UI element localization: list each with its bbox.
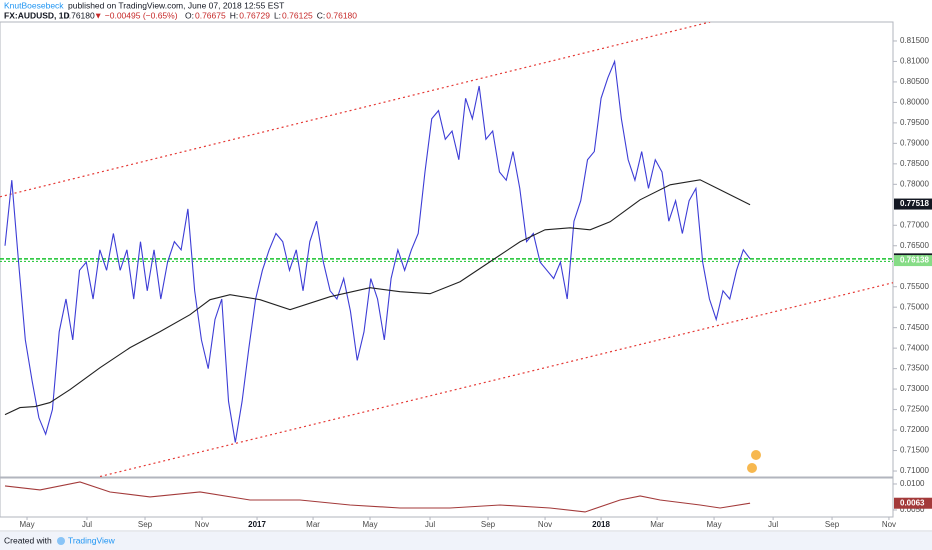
x-tick-label: Sep bbox=[825, 520, 840, 529]
y-tick-label: 0.81500 bbox=[900, 36, 929, 45]
x-tick-label: 2017 bbox=[248, 520, 266, 529]
y-tick-label: 0.81000 bbox=[900, 57, 929, 66]
x-tick-label: Nov bbox=[195, 520, 209, 529]
y-tick-label: 0.74000 bbox=[900, 343, 929, 352]
price-label: 0.0063 bbox=[900, 498, 925, 507]
y-tick-label: 0.72000 bbox=[900, 425, 929, 434]
x-tick-label: Jul bbox=[82, 520, 92, 529]
x-tick-label: May bbox=[362, 520, 377, 529]
x-tick-label: Jul bbox=[425, 520, 435, 529]
ohlc-label: O: bbox=[185, 10, 194, 20]
y-tick-label: 0.0100 bbox=[900, 479, 925, 488]
y-tick-label: 0.80000 bbox=[900, 98, 929, 107]
footer-created: Created with bbox=[4, 535, 52, 545]
y-tick-label: 0.75500 bbox=[900, 282, 929, 291]
price-label-bg bbox=[894, 255, 932, 267]
x-tick-label: 2018 bbox=[592, 520, 610, 529]
footer-brand[interactable]: TradingView bbox=[68, 535, 116, 545]
trendline bbox=[0, 22, 711, 198]
x-tick-label: Mar bbox=[306, 520, 320, 529]
y-tick-label: 0.72500 bbox=[900, 405, 929, 414]
event-icon[interactable] bbox=[751, 450, 761, 460]
ohlc-value: 0.76180 bbox=[326, 10, 357, 20]
price-label-bg bbox=[894, 198, 932, 210]
y-tick-label: 0.79500 bbox=[900, 118, 929, 127]
ohlc-label: H: bbox=[230, 10, 239, 20]
ohlc: O: 0.76675 H: 0.76729 L: 0.76125 C: 0.76180 bbox=[185, 10, 357, 20]
ohlc-value: 0.76125 bbox=[282, 10, 313, 20]
symbol: FX:AUDUSD, 1D bbox=[4, 10, 70, 20]
y-tick-label: 0.78000 bbox=[900, 179, 929, 188]
x-tick-label: Jul bbox=[768, 520, 778, 529]
lower-pane bbox=[0, 477, 894, 518]
x-tick-label: Sep bbox=[138, 520, 153, 529]
y-tick-label: 0.73500 bbox=[900, 364, 929, 373]
x-tick-label: May bbox=[706, 520, 721, 529]
y-tick-label: 0.79000 bbox=[900, 138, 929, 147]
ohlc-value: 0.76729 bbox=[239, 10, 270, 20]
ohlc-value: 0.76675 bbox=[195, 10, 226, 20]
series-line bbox=[4, 59, 751, 443]
y-tick-label: 0.71000 bbox=[900, 466, 929, 475]
ohlc-label: C: bbox=[317, 10, 326, 20]
event-icon[interactable] bbox=[747, 463, 757, 473]
trendline bbox=[99, 282, 893, 477]
x-tick-label: Nov bbox=[538, 520, 552, 529]
ohlc-label: L: bbox=[274, 10, 281, 20]
y-tick-label: 0.75000 bbox=[900, 302, 929, 311]
y-tick-label: 0.74500 bbox=[900, 323, 929, 332]
y-tick-label: 0.80500 bbox=[900, 77, 929, 86]
price-label-bg bbox=[894, 497, 932, 509]
y-tick-label: 0.76500 bbox=[900, 241, 929, 250]
footer-bar bbox=[0, 532, 932, 550]
main-pane bbox=[0, 21, 894, 478]
author[interactable]: KnutBoesebeck bbox=[4, 0, 64, 10]
y-tick-label: 0.77000 bbox=[900, 220, 929, 229]
change: ▼ −0.00495 (−0.65%) bbox=[94, 10, 178, 20]
series-line bbox=[4, 179, 751, 416]
y-tick-label: 0.73000 bbox=[900, 384, 929, 393]
x-tick-label: Sep bbox=[481, 520, 496, 529]
published: published on TradingView.com, June 07, 2… bbox=[68, 0, 284, 10]
y-tick-label: 0.71500 bbox=[900, 446, 929, 455]
series-line bbox=[4, 481, 751, 513]
y-tick-label: 0.0050 bbox=[900, 505, 925, 514]
x-tick-label: Mar bbox=[650, 520, 664, 529]
last-price: 0.76180 bbox=[64, 10, 95, 20]
logo bbox=[57, 537, 65, 545]
x-tick-label: Nov bbox=[882, 520, 896, 529]
x-tick-label: May bbox=[19, 520, 34, 529]
price-label: 0.76138 bbox=[900, 256, 929, 265]
price-label: 0.77518 bbox=[900, 199, 929, 208]
y-tick-label: 0.78500 bbox=[900, 159, 929, 168]
